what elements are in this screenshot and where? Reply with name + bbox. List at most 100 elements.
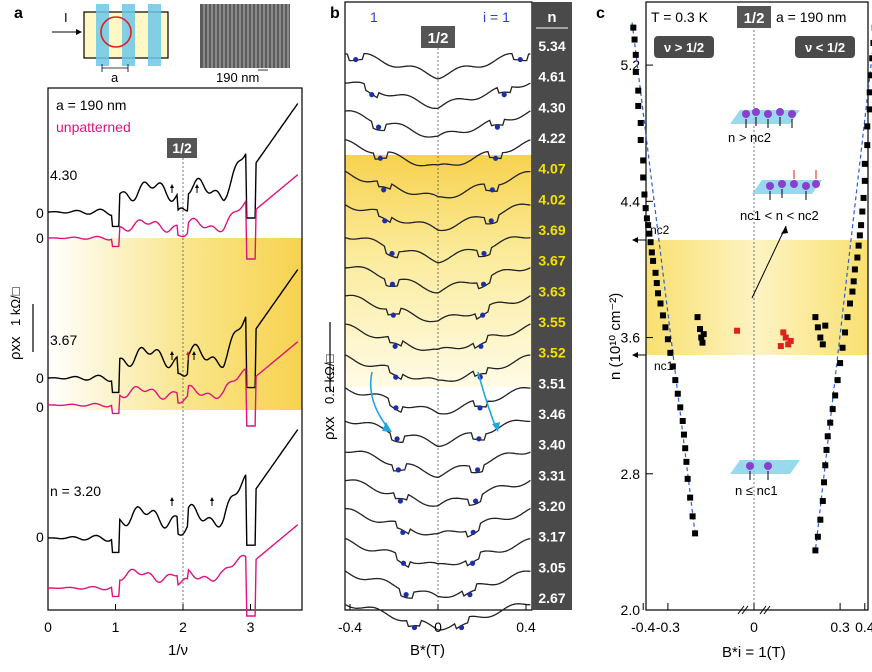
data-point bbox=[662, 324, 669, 331]
data-point bbox=[682, 445, 689, 452]
data-point bbox=[683, 458, 690, 465]
data-point bbox=[669, 363, 676, 370]
data-point bbox=[697, 326, 704, 333]
legend-patterned: a = 190 nm bbox=[56, 97, 126, 113]
n-value: 3.40 bbox=[538, 437, 565, 453]
data-point bbox=[858, 222, 865, 229]
magnetoresistance-trace bbox=[345, 139, 531, 167]
feature-arrowhead bbox=[192, 351, 196, 355]
minimum-dot bbox=[392, 343, 398, 349]
period-label-c: a = 190 nm bbox=[776, 9, 846, 25]
panel-c-xlabel: B*i = 1(T) bbox=[722, 644, 786, 661]
data-point bbox=[672, 377, 679, 384]
data-point bbox=[635, 87, 642, 94]
data-point bbox=[652, 269, 659, 276]
transition-arrowhead bbox=[382, 422, 392, 432]
data-point bbox=[694, 314, 701, 321]
minimum-dot bbox=[400, 529, 406, 536]
data-point bbox=[822, 322, 829, 329]
electron bbox=[776, 108, 784, 116]
magnetoresistance-trace bbox=[345, 110, 531, 138]
n-value: 4.22 bbox=[538, 130, 565, 146]
data-point bbox=[819, 498, 826, 505]
panel-b-arrows bbox=[369, 371, 500, 432]
minimum-dot bbox=[477, 405, 483, 411]
magnetoresistance-trace bbox=[345, 387, 531, 415]
data-point bbox=[635, 102, 642, 109]
rho-symbol: ρxx bbox=[7, 336, 24, 360]
data-point bbox=[667, 349, 674, 356]
panel-c-yticks: 5.24.43.62.82.0 bbox=[621, 57, 653, 618]
n-value: 3.55 bbox=[538, 314, 565, 330]
n-value: 3.20 bbox=[538, 498, 565, 514]
y-tick-label: 2.8 bbox=[621, 466, 641, 482]
y-tick-label: 4.4 bbox=[621, 193, 641, 209]
sem-stripe bbox=[263, 4, 265, 68]
data-point bbox=[812, 547, 819, 554]
sem-stripe bbox=[203, 4, 205, 68]
x-tick-label: 0 bbox=[44, 619, 52, 635]
sem-stripe bbox=[227, 4, 229, 68]
minimum-dot bbox=[467, 592, 473, 598]
x-tick-label: -0.4 bbox=[631, 619, 655, 635]
magnetoresistance-trace bbox=[345, 266, 531, 294]
sem-stripe bbox=[243, 4, 245, 68]
n-value: 2.67 bbox=[538, 590, 565, 606]
minimum-dot bbox=[394, 436, 400, 442]
data-point bbox=[850, 278, 857, 285]
data-point bbox=[646, 230, 653, 237]
n-value: 4.07 bbox=[538, 161, 565, 177]
n-column bbox=[532, 2, 572, 610]
data-point bbox=[832, 392, 839, 399]
sem-scalebar-label: 190 nm bbox=[216, 70, 259, 85]
data-point bbox=[657, 300, 664, 307]
data-point bbox=[861, 177, 868, 184]
x-tick-label: 0.4 bbox=[516, 619, 536, 635]
y-tick-label: 2.0 bbox=[621, 602, 641, 618]
magnetoresistance-trace bbox=[345, 81, 531, 110]
x-tick-label: -0.3 bbox=[656, 619, 680, 635]
electron bbox=[790, 180, 798, 188]
data-point bbox=[637, 137, 644, 144]
panel-a-scalebar-text: 1 kΩ/□ bbox=[8, 287, 23, 326]
electron bbox=[766, 182, 774, 190]
x-tick-label: 0.4 bbox=[855, 619, 872, 635]
data-point bbox=[640, 174, 647, 181]
minimum-dot bbox=[494, 124, 500, 130]
minimum-dot bbox=[478, 343, 484, 349]
zero-label-4: 0 bbox=[36, 399, 44, 415]
sem-stripe bbox=[267, 4, 269, 68]
data-point bbox=[864, 142, 871, 149]
n-value: 4.30 bbox=[538, 99, 565, 115]
minimum-dot bbox=[411, 624, 418, 631]
data-point-red bbox=[785, 341, 792, 348]
minimum-dot bbox=[470, 529, 476, 536]
n-value: 3.31 bbox=[538, 467, 565, 483]
data-point bbox=[655, 290, 662, 297]
data-point bbox=[817, 334, 824, 341]
badge-nu-lt-text: ν < 1/2 bbox=[805, 40, 845, 55]
data-point bbox=[648, 249, 655, 256]
feature-arrowhead bbox=[210, 497, 214, 501]
electron bbox=[752, 108, 760, 116]
sem-stripe bbox=[247, 4, 249, 68]
panel-a-ylabel: ρxx 1 kΩ/□ bbox=[7, 287, 24, 360]
data-point bbox=[856, 232, 863, 239]
panel-a-band bbox=[48, 238, 302, 410]
panel-a-xticks: 0 1 2 3 bbox=[44, 604, 255, 635]
minimum-dot bbox=[469, 560, 476, 566]
data-point bbox=[640, 157, 647, 164]
electron bbox=[802, 182, 810, 190]
magnetoresistance-trace bbox=[345, 354, 531, 382]
data-point bbox=[834, 377, 841, 384]
data-point bbox=[849, 288, 856, 295]
sem-stripe bbox=[255, 4, 257, 68]
minimum-dot bbox=[397, 498, 403, 504]
data-point-red bbox=[777, 343, 784, 350]
index-right: i = 1 bbox=[483, 9, 510, 25]
feature-arrowhead bbox=[195, 184, 199, 188]
data-point bbox=[822, 462, 829, 469]
magnetoresistance-trace bbox=[345, 507, 531, 538]
data-point bbox=[866, 106, 872, 113]
temperature-label: T = 0.3 K bbox=[651, 9, 709, 25]
